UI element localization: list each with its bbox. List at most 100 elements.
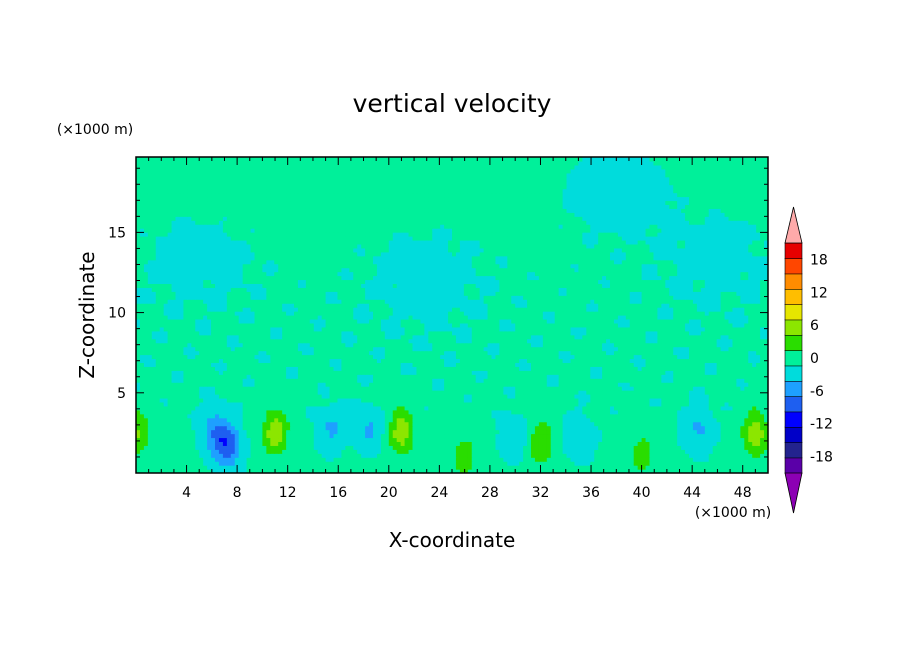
field-cell [309, 441, 315, 446]
field-cell [582, 429, 587, 435]
field-cell [720, 386, 726, 391]
field-cell [254, 366, 260, 371]
field-cell [633, 390, 639, 395]
field-cell [720, 445, 726, 450]
field-cell [633, 366, 639, 371]
field-cell [689, 390, 694, 395]
field-cell [475, 386, 481, 391]
field-cell [459, 469, 465, 473]
field-cell [282, 457, 287, 462]
field-cell [645, 382, 651, 387]
field-cell [491, 370, 497, 375]
field-cell [286, 445, 291, 450]
field-cell [222, 445, 228, 450]
field-cell [538, 461, 544, 466]
field-cell [582, 405, 587, 411]
field-cell [452, 433, 457, 439]
field-cell [380, 374, 386, 379]
field-cell [428, 374, 433, 379]
field-cell [511, 433, 516, 439]
field-cell [238, 465, 244, 470]
field-cell [578, 465, 583, 470]
field-cell [653, 350, 658, 356]
field-cell [562, 409, 568, 415]
field-cell [222, 441, 228, 446]
field-cell [230, 405, 236, 411]
field-cell [313, 394, 319, 399]
field-cell [207, 394, 212, 399]
field-cell [159, 374, 165, 379]
field-cell [574, 354, 579, 360]
field-cell [562, 397, 568, 403]
field-cell [681, 358, 686, 363]
field-cell [661, 457, 666, 462]
field-cell [491, 413, 497, 419]
field-cell [538, 390, 544, 395]
field-cell [740, 461, 745, 466]
field-cell [234, 421, 240, 427]
field-cell [760, 417, 765, 423]
field-cell [404, 350, 410, 356]
field-cell [665, 362, 670, 367]
field-cell [531, 394, 536, 399]
field-cell [665, 441, 670, 446]
field-cell [594, 386, 599, 391]
field-cell [424, 350, 429, 356]
field-cell [641, 358, 647, 363]
field-cell [357, 457, 362, 462]
field-cell [424, 394, 429, 399]
field-cell [428, 425, 433, 431]
field-cell [143, 445, 149, 450]
field-cell [645, 445, 651, 450]
field-cell [613, 441, 619, 446]
field-cell [155, 453, 161, 458]
field-cell [534, 390, 540, 395]
field-cell [337, 461, 342, 466]
field-cell [380, 409, 386, 415]
field-cell [649, 421, 655, 427]
field-cell [222, 397, 228, 403]
field-cell [712, 370, 718, 375]
field-cell [226, 421, 232, 427]
field-cell [349, 445, 354, 450]
field-cell [499, 465, 504, 470]
field-cell [645, 449, 651, 454]
field-cell [136, 433, 141, 439]
field-cell [400, 386, 406, 391]
field-cell [258, 401, 263, 407]
field-cell [234, 413, 240, 419]
field-cell [218, 425, 224, 431]
field-cell [341, 453, 346, 458]
field-cell [151, 405, 157, 411]
field-cell [167, 425, 173, 431]
field-cell [396, 386, 402, 391]
field-cell [262, 409, 267, 415]
field-cell [258, 346, 263, 352]
field-cell [467, 409, 473, 415]
field-cell [408, 441, 414, 446]
field-cell [463, 453, 469, 458]
field-cell [222, 469, 228, 473]
field-cell [629, 358, 635, 363]
field-cell [700, 409, 706, 415]
field-cell [511, 354, 516, 360]
field-cell [207, 445, 212, 450]
field-cell [574, 386, 579, 391]
field-cell [641, 413, 647, 419]
field-cell [357, 445, 362, 450]
field-cell [282, 362, 287, 367]
field-cell [574, 433, 579, 439]
field-cell [692, 394, 698, 399]
field-cell [483, 370, 489, 375]
field-cell [515, 350, 520, 356]
field-cell [455, 378, 461, 383]
field-cell [408, 362, 414, 367]
field-cell [337, 374, 342, 379]
field-cell [333, 417, 339, 423]
field-cell [428, 445, 433, 450]
field-cell [602, 386, 607, 391]
field-cell [515, 382, 520, 387]
field-cell [685, 386, 690, 391]
field-cell [610, 421, 615, 427]
field-cell [736, 354, 741, 360]
